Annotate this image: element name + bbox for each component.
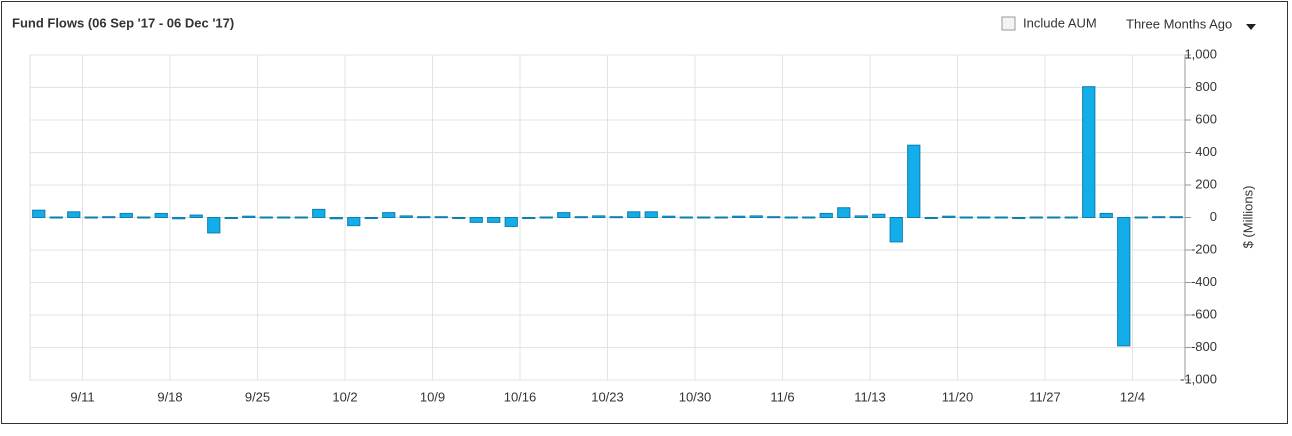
bar — [259, 216, 273, 219]
bar — [172, 217, 186, 220]
bar — [609, 216, 623, 219]
dropdown-arrow[interactable] — [1246, 24, 1256, 30]
x-tick-label: 10/16 — [504, 389, 537, 404]
bar — [294, 216, 308, 219]
bar — [137, 216, 151, 219]
x-tick-label: 10/30 — [679, 389, 712, 404]
bar — [749, 215, 763, 218]
bar — [697, 216, 711, 219]
bar — [1117, 217, 1131, 347]
bar — [924, 217, 938, 219]
bar — [819, 212, 833, 218]
bar — [364, 217, 378, 219]
x-tick-label: 12/4 — [1120, 389, 1145, 404]
bar — [802, 216, 816, 219]
bar — [1082, 86, 1096, 218]
x-tick-label: 10/9 — [420, 389, 445, 404]
bar — [557, 212, 571, 218]
bar — [942, 215, 956, 218]
bar — [469, 217, 483, 223]
bar — [382, 212, 396, 218]
x-tick-label: 9/25 — [245, 389, 270, 404]
bar — [154, 212, 168, 218]
bar — [977, 216, 991, 219]
y-tick-label: 800 — [1195, 79, 1217, 94]
bar — [224, 217, 238, 219]
y-tick-label: 200 — [1195, 176, 1217, 191]
bar — [312, 208, 326, 218]
bar — [1012, 217, 1026, 219]
bar — [329, 217, 343, 220]
bar — [1134, 216, 1148, 219]
bar — [679, 216, 693, 219]
y-tick-label: 400 — [1195, 144, 1217, 159]
bar — [767, 216, 781, 219]
y-tick-label: -1,000 — [1180, 371, 1217, 386]
y-tick-label: -200 — [1191, 241, 1217, 256]
bar — [627, 211, 641, 218]
bar — [959, 216, 973, 219]
x-tick-label: 11/27 — [1029, 389, 1061, 404]
bar — [854, 215, 868, 218]
x-tick-label: 9/18 — [157, 389, 182, 404]
bar — [872, 213, 886, 218]
bar — [1152, 216, 1166, 219]
bar — [574, 216, 588, 219]
bar — [207, 217, 221, 234]
bar — [49, 216, 63, 219]
y-axis-label: $ (Millions) — [1240, 186, 1255, 249]
bar — [662, 215, 676, 218]
bar — [84, 216, 98, 219]
y-tick-label: -400 — [1191, 274, 1217, 289]
checkbox-label[interactable]: Include AUM — [1023, 15, 1097, 30]
bar — [1099, 212, 1113, 218]
bar — [1064, 216, 1078, 219]
x-tick-label: 10/2 — [332, 389, 357, 404]
bar — [504, 217, 518, 227]
bar — [347, 217, 361, 227]
checkbox[interactable] — [1001, 16, 1016, 31]
x-tick-label: 9/11 — [70, 389, 94, 404]
bar — [452, 217, 466, 219]
bar — [189, 214, 203, 218]
bar — [539, 216, 553, 219]
bar — [32, 209, 46, 218]
bar — [644, 211, 658, 218]
bar — [277, 216, 291, 219]
x-tick-label: 10/23 — [591, 389, 624, 404]
x-tick-label: 11/20 — [942, 389, 974, 404]
dropdown-label[interactable]: Three Months Ago — [1126, 16, 1232, 31]
bar — [102, 216, 116, 219]
y-tick-label: 600 — [1195, 111, 1217, 126]
bar — [837, 207, 851, 218]
bar — [242, 215, 256, 218]
bar — [434, 216, 448, 219]
bar — [67, 211, 81, 218]
x-tick-label: 11/6 — [770, 389, 794, 404]
bar — [714, 216, 728, 219]
y-tick-label: 0 — [1210, 209, 1217, 224]
x-tick-label: 11/13 — [854, 389, 886, 404]
bar — [994, 216, 1008, 219]
bar — [522, 217, 536, 219]
bar — [1029, 216, 1043, 219]
bar — [889, 217, 903, 243]
y-tick-label: 1,000 — [1184, 46, 1217, 61]
bar — [487, 217, 501, 223]
y-tick-label: -800 — [1191, 339, 1217, 354]
bar — [907, 144, 921, 218]
bar — [1047, 216, 1061, 219]
bar — [399, 215, 413, 218]
bar — [592, 215, 606, 218]
chart-title: Fund Flows (06 Sep '17 - 06 Dec '17) — [12, 15, 234, 30]
bar — [119, 212, 133, 218]
y-tick-label: -600 — [1191, 306, 1217, 321]
bar — [732, 215, 746, 218]
bar — [784, 216, 798, 219]
bar — [1169, 216, 1183, 219]
bar — [417, 216, 431, 219]
